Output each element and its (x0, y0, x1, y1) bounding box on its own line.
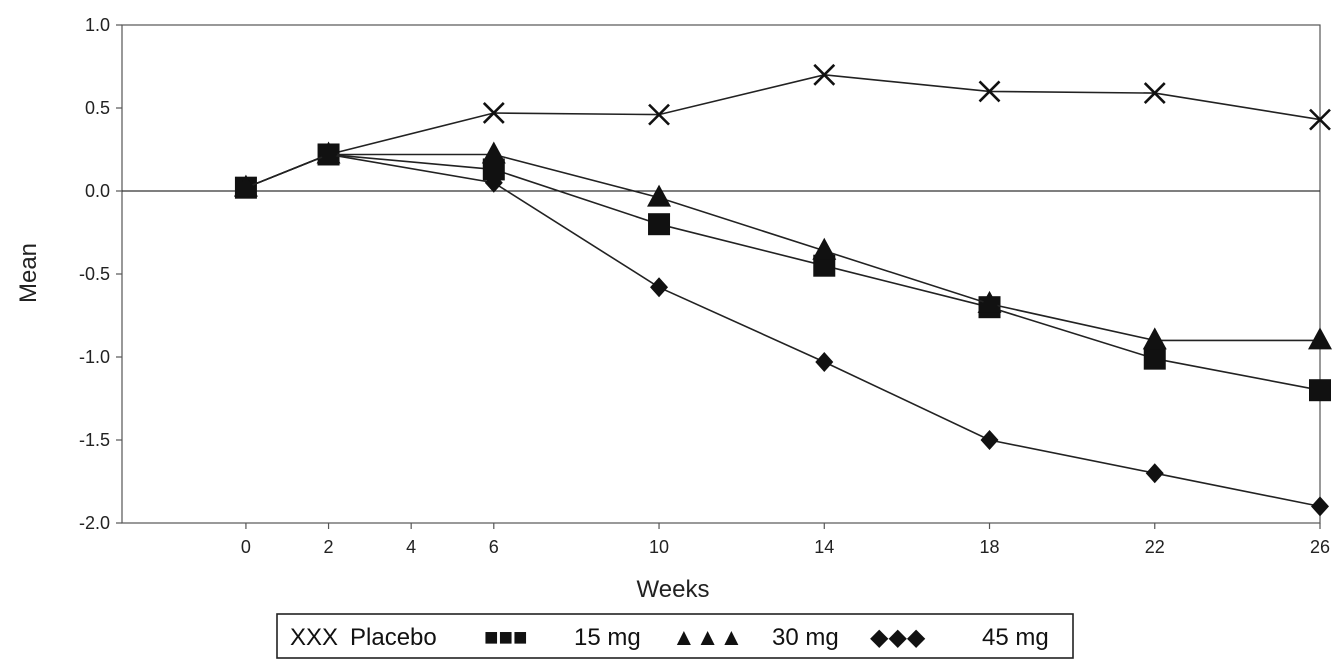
x-tick-label: 26 (1310, 537, 1330, 557)
data-point-45mg (1311, 496, 1329, 517)
data-point-30mg (1142, 327, 1167, 350)
series-45mg (236, 144, 1329, 517)
data-point-45mg (980, 430, 999, 450)
legend-symbol-30mg: ▲▲▲ (672, 624, 743, 651)
y-tick-label: -1.0 (79, 347, 110, 367)
series-15mg (234, 143, 1331, 402)
data-point-45mg (319, 144, 338, 165)
x-axis-label: Weeks (637, 576, 710, 603)
data-point-placebo (1309, 108, 1331, 131)
x-tick-label: 4 (406, 537, 416, 557)
data-point-placebo (1143, 82, 1166, 104)
data-point-45mg (1145, 463, 1164, 484)
series-line-30mg (245, 153, 1320, 342)
legend-box (276, 613, 1074, 659)
legend-label-placebo: Placebo (350, 624, 437, 651)
data-point-15mg (813, 254, 836, 277)
series-group (233, 63, 1332, 517)
legend-label-45mg: 45 mg (982, 624, 1049, 651)
x-tick-label: 0 (241, 537, 251, 557)
series-30mg (233, 141, 1332, 350)
x-tick-label: 10 (649, 537, 669, 557)
legend-symbol-45mg: ◆◆◆ (870, 624, 926, 651)
y-tick-label: 0.0 (85, 181, 110, 201)
series-placebo (235, 63, 1331, 199)
x-axis: 0 2 4 6 10 14 18 22 26 (241, 523, 1330, 557)
data-point-45mg (815, 351, 834, 372)
data-point-15mg (1309, 379, 1331, 402)
data-point-45mg (236, 177, 255, 198)
legend-label-15mg: 15 mg (574, 624, 641, 651)
data-point-30mg (977, 290, 1002, 313)
x-tick-label: 14 (814, 537, 834, 557)
series-line-15mg (245, 153, 1321, 391)
x-tick-label: 2 (324, 537, 334, 557)
y-tick-label: 1.0 (85, 15, 110, 35)
legend-symbol-15mg: ■■■ (484, 624, 528, 651)
data-point-30mg (647, 184, 672, 207)
y-axis-label: Mean (15, 243, 42, 303)
data-point-45mg (650, 277, 669, 298)
series-line-45mg (245, 153, 1321, 508)
data-point-45mg (484, 172, 503, 193)
y-tick-label: -2.0 (79, 513, 110, 533)
data-point-15mg (482, 158, 505, 181)
data-point-placebo (648, 103, 670, 126)
data-point-30mg (812, 237, 837, 260)
legend-label-30mg: 30 mg (772, 624, 839, 651)
data-point-15mg (648, 213, 671, 236)
y-tick-label: 0.5 (85, 98, 110, 118)
y-tick-label: -0.5 (79, 264, 110, 284)
x-tick-label: 18 (980, 537, 1000, 557)
y-tick-label: -1.5 (79, 430, 110, 450)
legend-symbol-placebo: XXX (290, 624, 338, 651)
data-point-placebo (978, 80, 1001, 103)
x-tick-label: 22 (1145, 537, 1165, 557)
x-tick-label: 6 (489, 537, 499, 557)
data-point-30mg (1308, 327, 1332, 350)
data-point-15mg (1143, 347, 1166, 370)
series-line-placebo (245, 73, 1321, 189)
data-point-30mg (481, 141, 506, 164)
y-axis: 1.0 0.5 0.0 -0.5 -1.0 -1.5 -2.0 (79, 15, 122, 533)
data-point-placebo (813, 63, 836, 86)
data-point-placebo (482, 102, 505, 124)
legend: XXX Placebo ■■■ 15 mg ▲▲▲ 30 mg ◆◆◆ 45 mg (276, 613, 1074, 659)
